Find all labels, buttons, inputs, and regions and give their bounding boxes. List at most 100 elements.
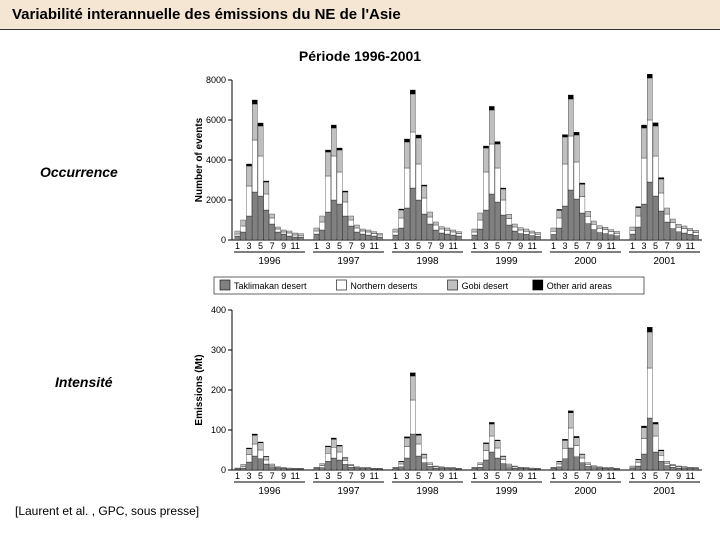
svg-text:1998: 1998	[416, 486, 439, 497]
svg-text:5: 5	[337, 241, 342, 251]
svg-text:3: 3	[642, 471, 647, 481]
svg-text:11: 11	[607, 471, 616, 481]
svg-text:7: 7	[349, 241, 354, 251]
svg-text:5: 5	[416, 241, 421, 251]
svg-text:1: 1	[314, 241, 319, 251]
svg-text:300: 300	[211, 345, 226, 355]
svg-text:3: 3	[563, 241, 568, 251]
svg-text:2000: 2000	[206, 195, 226, 205]
svg-text:9: 9	[439, 471, 444, 481]
svg-text:7: 7	[270, 471, 275, 481]
svg-text:3: 3	[484, 241, 489, 251]
svg-text:11: 11	[291, 471, 300, 481]
svg-text:2001: 2001	[653, 256, 676, 267]
svg-text:400: 400	[211, 305, 226, 315]
svg-text:1996: 1996	[258, 256, 281, 267]
subtitle: Période 1996-2001	[0, 48, 720, 64]
svg-text:5: 5	[337, 471, 342, 481]
svg-text:1: 1	[472, 241, 477, 251]
intensite-label: Intensité	[55, 374, 113, 390]
svg-text:Taklimakan desert: Taklimakan desert	[234, 281, 307, 291]
svg-text:3: 3	[484, 471, 489, 481]
svg-text:5: 5	[574, 241, 579, 251]
svg-text:11: 11	[528, 471, 537, 481]
svg-text:11: 11	[291, 241, 300, 251]
svg-text:1: 1	[551, 241, 556, 251]
svg-text:3: 3	[247, 241, 252, 251]
svg-text:5: 5	[495, 471, 500, 481]
svg-text:3: 3	[563, 471, 568, 481]
svg-text:9: 9	[676, 471, 681, 481]
svg-text:100: 100	[211, 425, 226, 435]
svg-text:9: 9	[281, 241, 286, 251]
svg-text:1: 1	[472, 471, 477, 481]
svg-text:1999: 1999	[495, 486, 518, 497]
svg-text:1: 1	[393, 471, 398, 481]
svg-text:11: 11	[449, 471, 458, 481]
svg-text:5: 5	[258, 471, 263, 481]
svg-text:1: 1	[630, 241, 635, 251]
svg-text:8000: 8000	[206, 75, 226, 85]
svg-text:1: 1	[235, 241, 240, 251]
header-title: Variabilité interannuelle des émissions …	[12, 6, 401, 23]
svg-text:7: 7	[586, 471, 591, 481]
svg-text:1: 1	[630, 471, 635, 481]
svg-text:11: 11	[607, 241, 616, 251]
svg-text:1997: 1997	[337, 256, 360, 267]
svg-text:7: 7	[270, 241, 275, 251]
svg-text:3: 3	[247, 471, 252, 481]
svg-text:6000: 6000	[206, 115, 226, 125]
svg-text:5: 5	[653, 241, 658, 251]
svg-text:9: 9	[518, 241, 523, 251]
svg-text:7: 7	[665, 471, 670, 481]
svg-text:11: 11	[370, 471, 379, 481]
svg-text:11: 11	[449, 241, 458, 251]
svg-text:7: 7	[665, 241, 670, 251]
legend: Taklimakan desertNorthern desertsGobi de…	[190, 276, 710, 296]
svg-text:Emissions (Mt): Emissions (Mt)	[194, 354, 205, 425]
svg-text:3: 3	[326, 471, 331, 481]
svg-text:7: 7	[428, 241, 433, 251]
svg-text:9: 9	[597, 241, 602, 251]
svg-text:7: 7	[428, 471, 433, 481]
intensite-chart: 0100200300400Emissions (Mt)1357911199613…	[190, 304, 710, 504]
svg-text:7: 7	[349, 471, 354, 481]
svg-text:1997: 1997	[337, 486, 360, 497]
svg-text:11: 11	[686, 241, 695, 251]
svg-text:11: 11	[686, 471, 695, 481]
svg-text:9: 9	[360, 471, 365, 481]
citation: [Laurent et al. , GPC, sous presse]	[15, 504, 199, 518]
occurrence-label: Occurrence	[40, 164, 118, 180]
svg-text:5: 5	[416, 471, 421, 481]
svg-text:5: 5	[258, 241, 263, 251]
svg-text:7: 7	[507, 471, 512, 481]
svg-text:0: 0	[221, 235, 226, 245]
svg-text:4000: 4000	[206, 155, 226, 165]
svg-text:1998: 1998	[416, 256, 439, 267]
svg-text:3: 3	[405, 471, 410, 481]
svg-text:3: 3	[326, 241, 331, 251]
svg-text:2001: 2001	[653, 486, 676, 497]
svg-text:1999: 1999	[495, 256, 518, 267]
svg-text:3: 3	[405, 241, 410, 251]
svg-text:2000: 2000	[574, 486, 597, 497]
svg-text:3: 3	[642, 241, 647, 251]
svg-text:9: 9	[518, 471, 523, 481]
svg-text:1: 1	[314, 471, 319, 481]
svg-text:7: 7	[586, 241, 591, 251]
header-title-bar: Variabilité interannuelle des émissions …	[0, 0, 720, 30]
svg-text:5: 5	[495, 241, 500, 251]
svg-text:11: 11	[370, 241, 379, 251]
occurrence-chart: 02000400060008000Number of events1357911…	[190, 74, 710, 274]
svg-text:9: 9	[360, 241, 365, 251]
svg-text:Other arid areas: Other arid areas	[547, 281, 613, 291]
svg-text:Northern deserts: Northern deserts	[350, 281, 418, 291]
svg-text:7: 7	[507, 241, 512, 251]
svg-text:9: 9	[597, 471, 602, 481]
svg-text:5: 5	[653, 471, 658, 481]
svg-text:1: 1	[551, 471, 556, 481]
svg-text:2000: 2000	[574, 256, 597, 267]
svg-text:1996: 1996	[258, 486, 281, 497]
svg-text:1: 1	[393, 241, 398, 251]
svg-text:9: 9	[439, 241, 444, 251]
